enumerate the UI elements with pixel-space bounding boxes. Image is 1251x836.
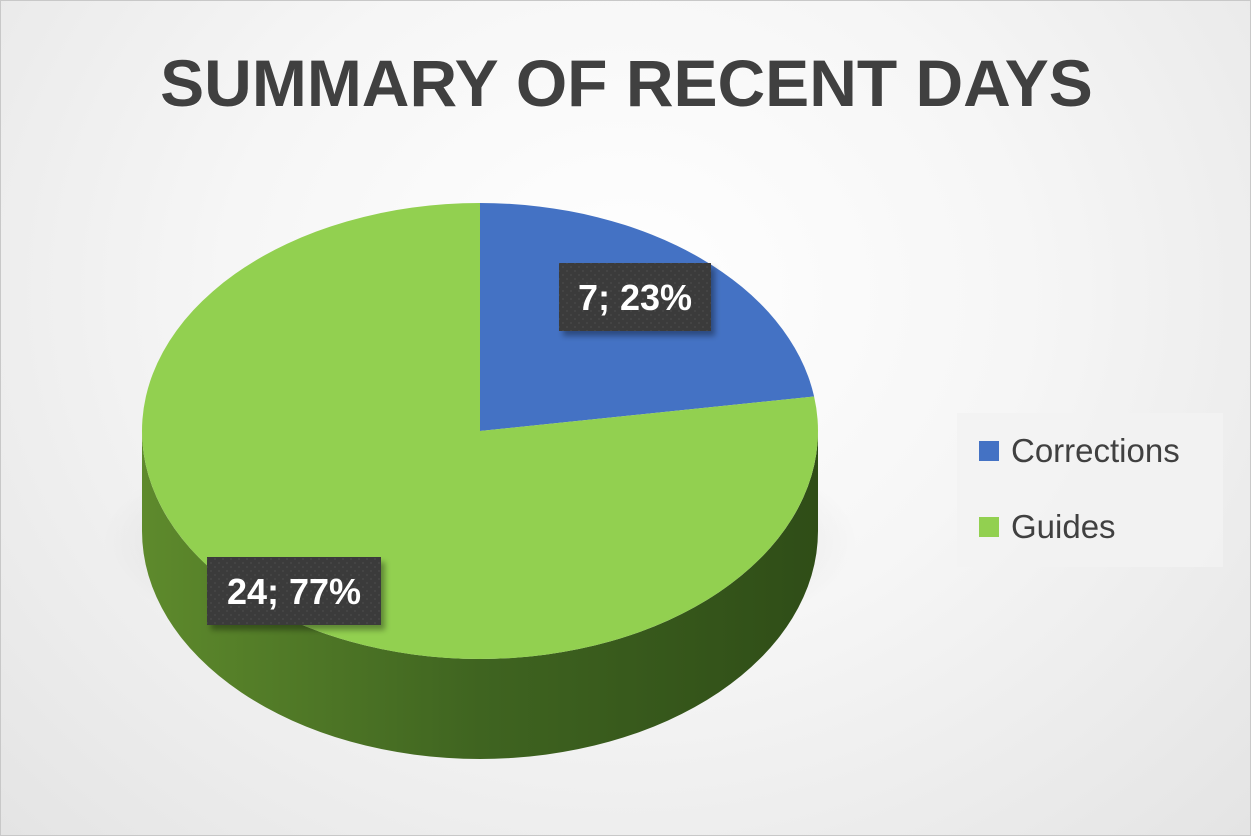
pie-slice-guides <box>142 203 818 659</box>
data-label-box-guides <box>207 557 381 625</box>
legend-item-corrections: Corrections <box>979 431 1180 471</box>
pie-side-wall <box>142 431 818 759</box>
data-label-text-corrections: 7; 23% <box>578 277 692 318</box>
legend-item-guides: Guides <box>979 507 1116 547</box>
legend-swatch-guides <box>979 517 999 537</box>
data-label-corrections: 7; 23% <box>559 263 711 331</box>
legend-label-guides: Guides <box>1011 508 1116 545</box>
chart-title: SUMMARY OF RECENT DAYS <box>160 46 1093 120</box>
data-label-guides: 24; 77% <box>207 557 381 625</box>
legend: Corrections Guides <box>957 413 1223 567</box>
data-label-text-guides: 24; 77% <box>227 571 361 612</box>
legend-label-corrections: Corrections <box>1011 432 1180 469</box>
data-label-box-corrections <box>559 263 711 331</box>
legend-swatch-corrections <box>979 441 999 461</box>
